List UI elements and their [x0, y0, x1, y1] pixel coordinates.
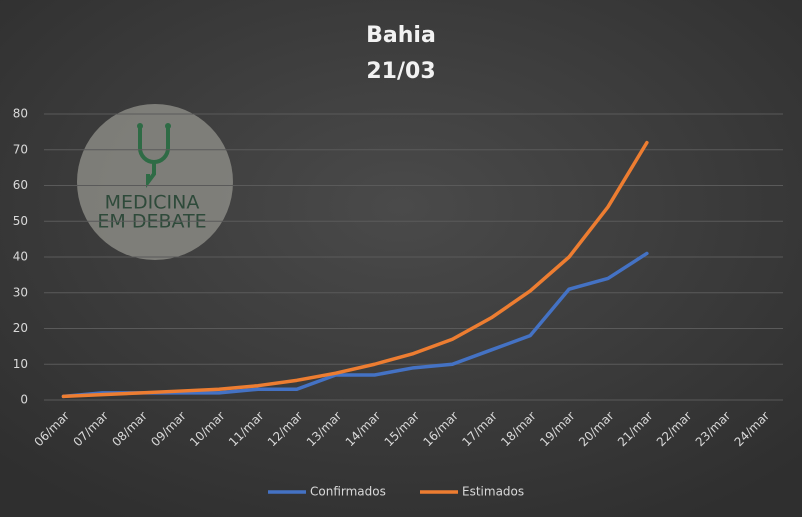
series-line	[61, 140, 649, 399]
y-tick-label: 40	[13, 250, 28, 264]
y-tick-label: 20	[13, 321, 28, 335]
y-tick-label: 70	[13, 142, 28, 156]
logo-circle	[77, 104, 233, 260]
y-tick-label: 0	[20, 393, 28, 407]
legend-label: Estimados	[462, 485, 524, 499]
chart-subtitle: 21/03	[366, 59, 435, 84]
logo-icon	[165, 123, 171, 129]
y-tick-label: 30	[13, 285, 28, 299]
logo-text: MEDICINA	[105, 192, 200, 214]
logo: MEDICINA EM DEBATE	[77, 104, 233, 260]
logo-icon	[138, 126, 170, 188]
y-tick-label: 10	[13, 357, 28, 371]
chart-title: Bahia	[366, 23, 436, 48]
y-tick-label: 60	[13, 178, 28, 192]
y-tick-label: 50	[13, 214, 28, 228]
logo-icon	[137, 123, 143, 129]
legend-label: Confirmados	[310, 485, 386, 499]
y-tick-label: 80	[13, 107, 28, 121]
